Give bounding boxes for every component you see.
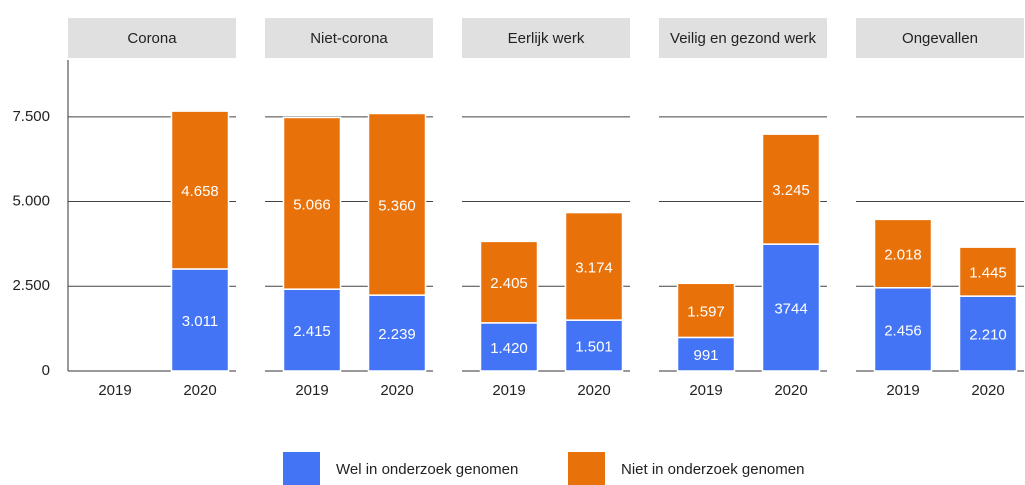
data-label: 1.597 — [687, 303, 725, 320]
data-label: 3.174 — [575, 259, 613, 276]
x-tick-label: 2020 — [774, 382, 807, 399]
data-label: 5.360 — [378, 197, 416, 214]
bar-segment — [564, 319, 624, 372]
data-label: 1.420 — [490, 340, 528, 357]
x-tick-label: 2020 — [577, 382, 610, 399]
data-label: 2.239 — [378, 326, 416, 343]
data-label: 2.018 — [884, 247, 922, 264]
x-tick-label: 2019 — [295, 382, 328, 399]
bar-segment — [170, 268, 230, 372]
bar-segment — [282, 288, 342, 372]
data-label: 3.245 — [772, 182, 810, 199]
x-tick-label: 2019 — [98, 382, 131, 399]
x-tick-label: 2019 — [492, 382, 525, 399]
bar-segment — [873, 218, 933, 289]
bar-segment — [367, 112, 427, 296]
data-label: 2.456 — [884, 322, 922, 339]
bar-segment — [761, 133, 821, 245]
bar-segment — [367, 294, 427, 372]
facet-title: Ongevallen — [902, 30, 978, 47]
bar-segment — [564, 211, 624, 321]
legend-swatch — [283, 452, 320, 485]
facet-title: Eerlijk werk — [508, 30, 585, 47]
legend-label: Wel in onderzoek genomen — [336, 461, 518, 478]
facet-header — [856, 18, 1024, 58]
bar-segment — [761, 243, 821, 372]
bar-segment — [676, 336, 736, 372]
y-tick-label: 7.500 — [12, 108, 50, 125]
data-label: 1.501 — [575, 339, 613, 356]
y-tick-label: 0 — [42, 362, 50, 379]
bar-segment — [479, 240, 539, 324]
bar-segment — [170, 110, 230, 270]
x-tick-label: 2019 — [689, 382, 722, 399]
bar-segment — [479, 322, 539, 372]
data-label: 5.066 — [293, 196, 331, 213]
bar-segment — [676, 282, 736, 339]
x-tick-label: 2020 — [183, 382, 216, 399]
facet-header — [265, 18, 433, 58]
legend-swatch — [568, 452, 605, 485]
facet-title: Corona — [127, 30, 177, 47]
bar-segment — [958, 246, 1018, 297]
x-tick-label: 2019 — [886, 382, 919, 399]
data-label: 1.445 — [969, 265, 1007, 282]
data-label: 2.415 — [293, 323, 331, 340]
bar-segment — [958, 295, 1018, 372]
facet-title: Niet-corona — [310, 30, 388, 47]
data-label: 3.011 — [182, 313, 218, 330]
data-label: 3744 — [774, 301, 807, 318]
legend-label: Niet in onderzoek genomen — [621, 461, 804, 478]
x-tick-label: 2020 — [971, 382, 1004, 399]
data-label: 2.210 — [969, 327, 1007, 344]
x-tick-label: 2020 — [380, 382, 413, 399]
data-label: 991 — [693, 347, 718, 364]
facet-header — [462, 18, 630, 58]
facet-header — [659, 18, 827, 58]
y-tick-label: 5.000 — [12, 193, 50, 210]
bar-segment — [282, 116, 342, 290]
data-label: 4.658 — [181, 183, 219, 200]
data-label: 2.405 — [490, 275, 528, 292]
y-tick-label: 2.500 — [12, 277, 50, 294]
facet-header — [68, 18, 236, 58]
facet-title: Veilig en gezond werk — [670, 30, 816, 47]
